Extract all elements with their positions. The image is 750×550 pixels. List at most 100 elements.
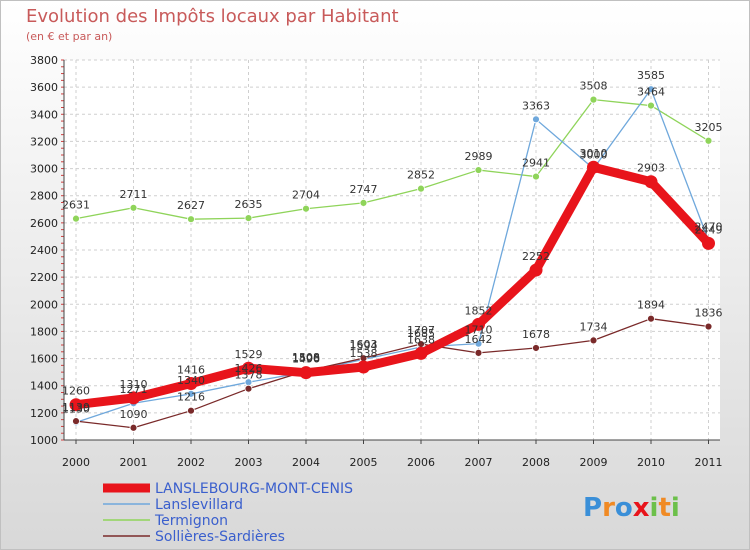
y-tick-label: 2800 bbox=[30, 190, 58, 203]
logo-letter: i bbox=[650, 493, 659, 523]
data-label-lanslebourg-mont-cenis-2009: 3010 bbox=[580, 147, 608, 160]
point-lanslebourg-mont-cenis-2009 bbox=[587, 160, 600, 174]
x-tick-label: 2005 bbox=[350, 456, 378, 469]
data-label-sollieres-sardieres-2004: 1508 bbox=[292, 351, 320, 364]
data-label-lanslevillard-2002: 1340 bbox=[177, 374, 205, 387]
data-label-lanslebourg-mont-cenis-2007: 1852 bbox=[465, 304, 493, 317]
data-label-layer: 2631 2711 2627 2635 2704 2747 2852 2989 2941 3508… bbox=[62, 69, 723, 421]
point-lanslebourg-mont-cenis-2007 bbox=[472, 317, 485, 331]
y-tick-label: 2600 bbox=[30, 217, 58, 230]
x-tick-label: 2006 bbox=[407, 456, 435, 469]
x-tick-label: 2009 bbox=[580, 456, 608, 469]
point-termignon-2009 bbox=[589, 95, 598, 104]
data-label-termignon-2008: 2941 bbox=[522, 157, 550, 170]
data-label-lanslebourg-mont-cenis-2011: 2449 bbox=[695, 223, 723, 236]
x-tick-label: 2008 bbox=[522, 456, 550, 469]
data-label-lanslevillard-2003: 1426 bbox=[235, 362, 263, 375]
axis-layer: 1000 1200 1400 1600 1800 2000 2200 2400 2600 2800… bbox=[30, 54, 723, 469]
data-label-termignon-2005: 2747 bbox=[350, 183, 378, 196]
y-tick-label: 3200 bbox=[30, 135, 58, 148]
point-sollieres-sardieres-2003 bbox=[244, 384, 253, 393]
logo-letter: P bbox=[583, 493, 602, 523]
data-label-sollieres-sardieres-2005: 1603 bbox=[350, 338, 378, 351]
point-sollieres-sardieres-2010 bbox=[647, 314, 655, 323]
legend-label-lanslebourg-mont-cenis: LANSLEBOURG-MONT-CENIS bbox=[155, 481, 353, 497]
chart-subtitle: (en € et par an) bbox=[26, 30, 112, 43]
point-sollieres-sardieres-2007 bbox=[474, 348, 483, 357]
data-label-termignon-2002: 2627 bbox=[177, 199, 205, 212]
data-label-sollieres-sardieres-2001: 1090 bbox=[120, 408, 148, 421]
data-label-lanslevillard-2010: 3585 bbox=[637, 69, 665, 82]
x-tick-label: 2010 bbox=[637, 456, 665, 469]
y-tick-label: 1200 bbox=[30, 407, 58, 420]
series-line-lanslebourg-mont-cenis bbox=[71, 162, 713, 410]
y-tick-label: 2000 bbox=[30, 298, 58, 311]
point-lanslebourg-mont-cenis-2001 bbox=[127, 391, 140, 405]
data-label-lanslevillard-2006: 1685 bbox=[407, 327, 435, 340]
data-label-lanslevillard-2007: 1710 bbox=[465, 324, 493, 337]
data-label-lanslevillard-2011: 2470 bbox=[695, 221, 723, 234]
legend-label-lanslevillard: Lanslevillard bbox=[155, 497, 243, 513]
data-label-termignon-2004: 2704 bbox=[292, 189, 320, 202]
data-label-sollieres-sardieres-2007: 1642 bbox=[465, 333, 493, 346]
point-lanslebourg-mont-cenis-2003 bbox=[242, 361, 255, 375]
point-sollieres-sardieres-2001 bbox=[129, 423, 138, 432]
data-label-lanslebourg-mont-cenis-2004: 1496 bbox=[292, 353, 320, 366]
data-label-termignon-2009: 3508 bbox=[580, 80, 608, 93]
point-lanslebourg-mont-cenis-2011 bbox=[702, 236, 715, 250]
legend-label-sollieres-sardieres: Sollières-Sardières bbox=[155, 529, 285, 545]
data-label-sollieres-sardieres-2002: 1216 bbox=[177, 391, 205, 404]
data-label-termignon-2001: 2711 bbox=[120, 188, 148, 201]
point-lanslebourg-mont-cenis-2000 bbox=[69, 398, 83, 412]
data-label-lanslebourg-mont-cenis-2002: 1416 bbox=[177, 364, 205, 377]
data-label-sollieres-sardieres-2000: 1139 bbox=[62, 401, 90, 414]
y-tick-label: 1400 bbox=[30, 380, 58, 393]
proxiti-logo: Proxiti bbox=[583, 493, 680, 523]
logo-letter: t bbox=[658, 493, 670, 523]
data-label-lanslebourg-mont-cenis-2010: 2903 bbox=[637, 162, 665, 175]
data-label-termignon-2011: 3205 bbox=[695, 121, 723, 134]
data-label-lanslevillard-2000: 1130 bbox=[62, 402, 90, 415]
series-line-sollieres-sardieres bbox=[75, 318, 710, 429]
y-tick-label: 3800 bbox=[30, 54, 58, 67]
data-label-lanslebourg-mont-cenis-2005: 1538 bbox=[350, 347, 378, 360]
point-sollieres-sardieres-2009 bbox=[589, 336, 598, 345]
point-lanslevillard-2002 bbox=[187, 389, 195, 398]
point-lanslebourg-mont-cenis-2008 bbox=[529, 263, 543, 277]
point-termignon-2007 bbox=[474, 166, 483, 174]
logo-letter: i bbox=[671, 493, 680, 523]
y-tick-label: 1800 bbox=[30, 325, 58, 338]
data-label-sollieres-sardieres-2010: 1894 bbox=[637, 299, 665, 312]
x-tick-label: 2003 bbox=[235, 456, 263, 469]
data-label-lanslevillard-2001: 1271 bbox=[120, 383, 148, 396]
series-line-termignon bbox=[75, 98, 710, 220]
point-termignon-2002 bbox=[187, 215, 195, 224]
grid-layer bbox=[64, 59, 720, 441]
point-termignon-2011 bbox=[704, 136, 713, 145]
data-label-lanslebourg-mont-cenis-2008: 2252 bbox=[522, 250, 550, 263]
logo-letter: r bbox=[602, 493, 615, 523]
x-tick-label: 2002 bbox=[177, 456, 205, 469]
point-lanslevillard-2007 bbox=[474, 339, 483, 348]
point-sollieres-sardieres-2002 bbox=[187, 406, 195, 415]
data-label-sollieres-sardieres-2006: 1707 bbox=[407, 324, 435, 337]
data-label-lanslebourg-mont-cenis-2001: 1310 bbox=[120, 378, 148, 391]
data-label-sollieres-sardieres-2011: 1836 bbox=[695, 307, 723, 320]
point-lanslebourg-mont-cenis-2010 bbox=[644, 175, 658, 189]
data-label-sollieres-sardieres-2009: 1734 bbox=[580, 320, 608, 333]
logo-letter: x bbox=[633, 493, 650, 523]
point-termignon-2010 bbox=[647, 101, 655, 110]
x-tick-label: 2007 bbox=[465, 456, 493, 469]
y-tick-label: 1600 bbox=[30, 353, 58, 366]
data-label-lanslebourg-mont-cenis-2003: 1529 bbox=[235, 348, 263, 361]
point-termignon-2006 bbox=[417, 184, 425, 193]
legend: LANSLEBOURG-MONT-CENISLanslevillardTermi… bbox=[103, 481, 353, 545]
data-label-termignon-2000: 2631 bbox=[62, 199, 90, 212]
y-tick-label: 3000 bbox=[30, 163, 58, 176]
x-tick-label: 2001 bbox=[120, 456, 148, 469]
point-lanslebourg-mont-cenis-2002 bbox=[184, 377, 198, 391]
point-termignon-2000 bbox=[72, 214, 80, 223]
data-label-lanslevillard-2008: 3363 bbox=[522, 99, 550, 112]
